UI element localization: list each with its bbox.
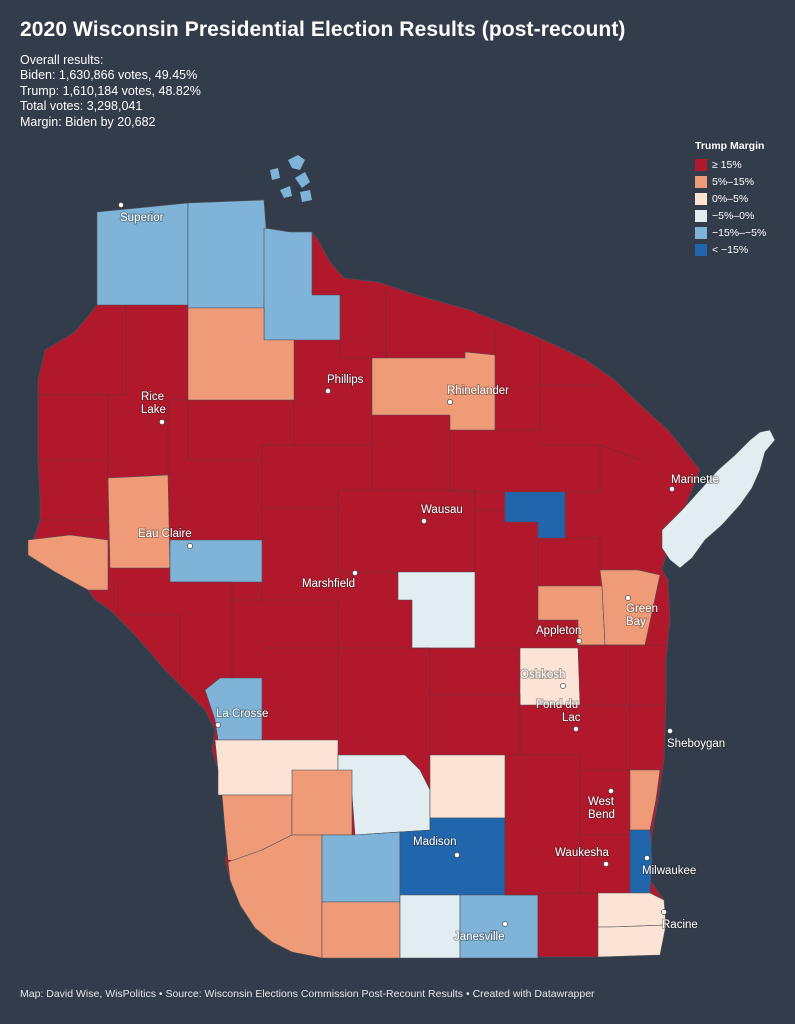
county-lafayette: [321, 901, 401, 959]
summary-margin: Margin: Biden by 20,682: [20, 114, 156, 129]
legend-item-below-neg15: < −15%: [695, 241, 766, 258]
county-kenosha: [597, 924, 667, 958]
legend-swatch: [695, 243, 707, 256]
legend-swatch: [695, 175, 707, 188]
city-label: Sheboygan: [667, 738, 725, 750]
city-marshfield: Marshfield: [301, 570, 358, 591]
city-rice-lake: Rice Lake: [140, 390, 167, 425]
summary-total: Total votes: 3,298,041: [20, 99, 143, 114]
county-milwaukee: [629, 829, 653, 894]
city-label: Superior: [120, 212, 164, 224]
city-milwaukee: Milwaukee: [641, 855, 697, 878]
city-label: Green: [626, 603, 658, 615]
county-bayfield: [187, 199, 267, 309]
city-label: Marshfield: [302, 578, 355, 590]
county-pierce: [27, 534, 109, 591]
city-label: La Crosse: [216, 708, 268, 720]
legend-label: −15%–−5%: [712, 226, 767, 239]
legend-item-neg15-neg5: −15%–−5%: [695, 224, 766, 241]
legend-label: −5%–0%: [712, 209, 755, 222]
city-label: Eau Claire: [138, 528, 192, 540]
city-label: Waukesha: [555, 847, 610, 859]
map-title: 2020 Wisconsin Presidential Election Res…: [20, 18, 626, 41]
city-waukesha: Waukesha: [554, 846, 611, 867]
city-label: Bay: [626, 616, 646, 628]
legend-item-5-15: 5%–15%: [695, 173, 766, 190]
legend-swatch: [695, 209, 707, 222]
city-label: Fond du: [536, 699, 578, 711]
county-racine: [597, 892, 667, 928]
city-label: West: [588, 796, 615, 808]
county-rock: [459, 894, 539, 959]
city-label: Marinette: [671, 474, 719, 486]
city-label: Madison: [413, 836, 456, 848]
summary-biden: Biden: 1,630,866 votes, 49.45%: [20, 68, 198, 83]
summary-trump: Trump: 1,610,184 votes, 48.82%: [20, 83, 201, 98]
city-label: Phillips: [327, 374, 364, 386]
city-label: Milwaukee: [642, 865, 696, 877]
legend-swatch: [695, 226, 707, 239]
county-chippewa: [107, 474, 171, 569]
city-oshkosh: Oshkosh: [519, 668, 566, 689]
county-grant: [227, 834, 323, 959]
city-label: Lake: [141, 404, 166, 416]
legend-item-15plus: ≥ 15%: [695, 156, 766, 173]
county-ozaukee: [629, 769, 661, 831]
city-west-bend: West Bend: [587, 788, 616, 822]
city-rhinelander: Rhinelander: [446, 384, 510, 405]
results-summary: Overall results: Biden: 1,630,866 votes,…: [20, 53, 201, 130]
legend-item-0-5: 0%–5%: [695, 190, 766, 207]
city-label: Rhinelander: [447, 385, 509, 397]
city-label: Appleton: [536, 625, 581, 637]
county-iowa: [321, 831, 401, 903]
city-sheboygan: Sheboygan: [666, 728, 726, 751]
city-marinette: Marinette: [669, 473, 720, 492]
city-janesville: Janesville: [453, 921, 508, 944]
legend-label: < −15%: [712, 243, 749, 256]
county-borders: [38, 290, 665, 957]
city-label: Janesville: [454, 931, 505, 943]
summary-heading: Overall results:: [20, 53, 104, 67]
legend-label: 0%–5%: [712, 192, 749, 205]
city-eau-claire: Eau Claire: [137, 527, 193, 549]
county-eau-claire: [169, 539, 263, 583]
legend-title: Trump Margin: [695, 140, 765, 152]
apostle-islands: [270, 155, 312, 202]
county-columbia: [429, 754, 506, 819]
county-richland: [291, 769, 353, 836]
legend-swatch: [695, 192, 707, 205]
city-madison: Madison: [412, 835, 460, 858]
city-phillips: Phillips: [325, 373, 365, 394]
footer-credits: Map: David Wise, WisPolitics • Source: W…: [20, 988, 595, 1000]
legend-swatch: [695, 158, 707, 171]
legend-item-neg5-0: −5%–0%: [695, 207, 766, 224]
city-label: Wausau: [421, 504, 463, 516]
city-label: Racine: [662, 919, 698, 931]
city-label: Lac: [562, 712, 581, 724]
city-wausau: Wausau: [420, 503, 464, 524]
city-label: Bend: [588, 809, 615, 821]
legend-label: ≥ 15%: [712, 158, 742, 171]
city-la-crosse: La Crosse: [215, 707, 269, 728]
legend: Trump Margin ≥ 15% 5%–15% 0%–5% −5%–0% −…: [695, 140, 766, 258]
city-green-bay: Green Bay: [625, 595, 659, 629]
city-superior: Superior: [118, 202, 165, 225]
legend-label: 5%–15%: [712, 175, 755, 188]
city-appleton: Appleton: [535, 624, 582, 644]
door-peninsula: [661, 429, 776, 569]
city-fond-du-lac: Fond du Lac: [535, 698, 582, 732]
city-label: Rice: [141, 391, 164, 403]
city-racine: Racine: [661, 909, 699, 932]
city-label: Oshkosh: [520, 669, 565, 681]
county-green: [399, 894, 461, 959]
